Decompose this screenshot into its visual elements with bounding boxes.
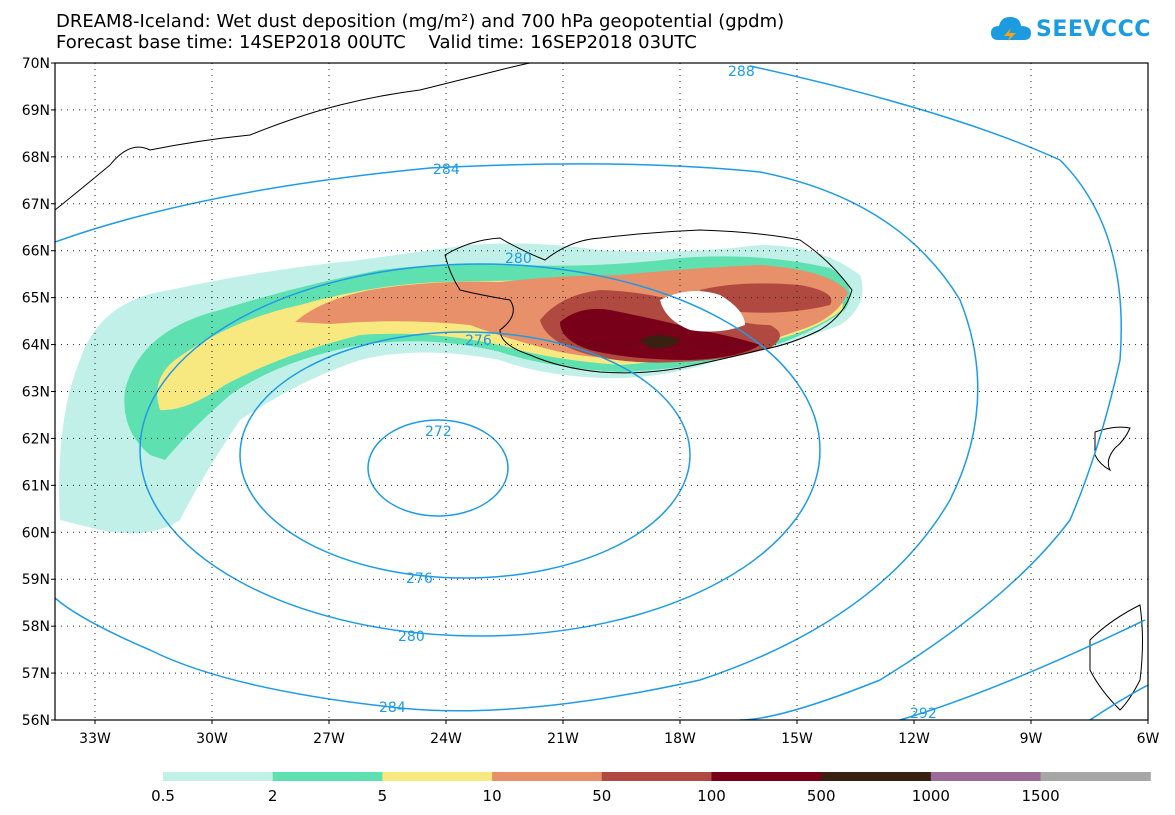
legend-swatch-0.5 — [163, 772, 274, 781]
legend-swatch-2 — [272, 772, 383, 781]
legend-swatch-10 — [492, 772, 603, 781]
contour-280 — [139, 263, 821, 637]
dust-deposition-field — [59, 243, 863, 534]
lat-label-68N: 68N — [22, 150, 50, 166]
legend-label-1500: 1500 — [1022, 787, 1060, 805]
legend-label-10: 10 — [483, 787, 502, 805]
contour-label-276-north: 276 — [465, 333, 492, 349]
lon-label-27W: 27W — [313, 731, 345, 747]
lat-label-60N: 60N — [22, 525, 50, 541]
coastlines — [55, 63, 1143, 711]
lon-label-9W: 9W — [1020, 731, 1043, 747]
lat-label-70N: 70N — [22, 56, 50, 72]
lon-label-21W: 21W — [547, 731, 579, 747]
lat-label-62N: 62N — [22, 431, 50, 447]
contour-label-284-north: 284 — [433, 162, 460, 178]
contour-label-280-north: 280 — [505, 251, 532, 267]
lat-label-67N: 67N — [22, 197, 50, 213]
contour-272 — [367, 419, 509, 517]
logo-text: SEEVCCC — [1036, 16, 1151, 42]
dust-free-interior — [660, 291, 745, 332]
graticule — [55, 63, 1148, 720]
legend-label-0.5: 0.5 — [151, 787, 175, 805]
lat-label-69N: 69N — [22, 103, 50, 119]
lon-label-18W: 18W — [664, 731, 696, 747]
lat-label-63N: 63N — [22, 385, 50, 401]
dust-band-100 — [560, 308, 760, 360]
contour-288 — [739, 65, 1122, 720]
contour-276-inner — [239, 331, 691, 579]
lon-label-6W: 6W — [1137, 731, 1160, 747]
seevccc-logo: SEEVCCC — [990, 14, 1151, 44]
contour-296 — [1089, 684, 1148, 720]
legend-swatch-50 — [601, 772, 712, 781]
contour-labels: 288 284 280 276 272 276 280 284 292 — [379, 64, 937, 722]
legend-label-50: 50 — [592, 787, 611, 805]
contour-label-288: 288 — [728, 64, 755, 80]
cloud-icon — [991, 17, 1031, 41]
greenland-coast — [55, 63, 531, 211]
contour-label-276-south: 276 — [406, 571, 433, 587]
legend-swatch-1500 — [1040, 772, 1151, 781]
lat-label-57N: 57N — [22, 666, 50, 682]
legend-label-1000: 1000 — [912, 787, 950, 805]
contour-284 — [55, 163, 979, 712]
iceland-coast — [444, 229, 853, 374]
lat-label-61N: 61N — [22, 478, 50, 494]
lon-label-12W: 12W — [898, 731, 930, 747]
legend-swatch-100 — [711, 772, 822, 781]
lon-label-30W: 30W — [196, 731, 228, 747]
legend-label-500: 500 — [807, 787, 836, 805]
contour-label-280-south: 280 — [398, 629, 425, 645]
lat-label-65N: 65N — [22, 291, 50, 307]
lon-label-24W: 24W — [430, 731, 462, 747]
contour-label-272: 272 — [425, 424, 452, 440]
lat-label-56N: 56N — [22, 713, 50, 729]
legend-label-100: 100 — [697, 787, 726, 805]
contour-label-292: 292 — [910, 706, 937, 722]
lat-label-59N: 59N — [22, 572, 50, 588]
lon-label-33W: 33W — [79, 731, 111, 747]
latitude-labels: 70N 69N 68N 67N 66N 65N 64N 63N 62N 61N 60N 59N 58N 5… — [22, 56, 55, 729]
lat-label-64N: 64N — [22, 338, 50, 354]
forecast-times: Forecast base time: 14SEP2018 00UTC Vali… — [56, 32, 697, 53]
lat-label-66N: 66N — [22, 244, 50, 260]
legend-label-5: 5 — [378, 787, 388, 805]
legend-swatch-5 — [382, 772, 493, 781]
lon-label-15W: 15W — [781, 731, 813, 747]
legend-swatch-500 — [821, 772, 932, 781]
color-legend: 0.5 2 5 10 50 100 500 1000 1500 — [151, 772, 1151, 805]
legend-swatch-1000 — [930, 772, 1042, 781]
contour-292 — [899, 619, 1146, 720]
longitude-labels: 33W 30W 27W 24W 21W 18W 15W 12W 9W 6W — [79, 720, 1160, 747]
legend-label-2: 2 — [268, 787, 278, 805]
contour-label-284-south: 284 — [379, 700, 406, 716]
map-title: DREAM8-Iceland: Wet dust deposition (mg/… — [56, 11, 785, 32]
lat-label-58N: 58N — [22, 619, 50, 635]
faroe-islands-coast — [1094, 426, 1131, 472]
geopotential-contours — [55, 65, 1148, 720]
scotland-coast — [1089, 604, 1143, 711]
